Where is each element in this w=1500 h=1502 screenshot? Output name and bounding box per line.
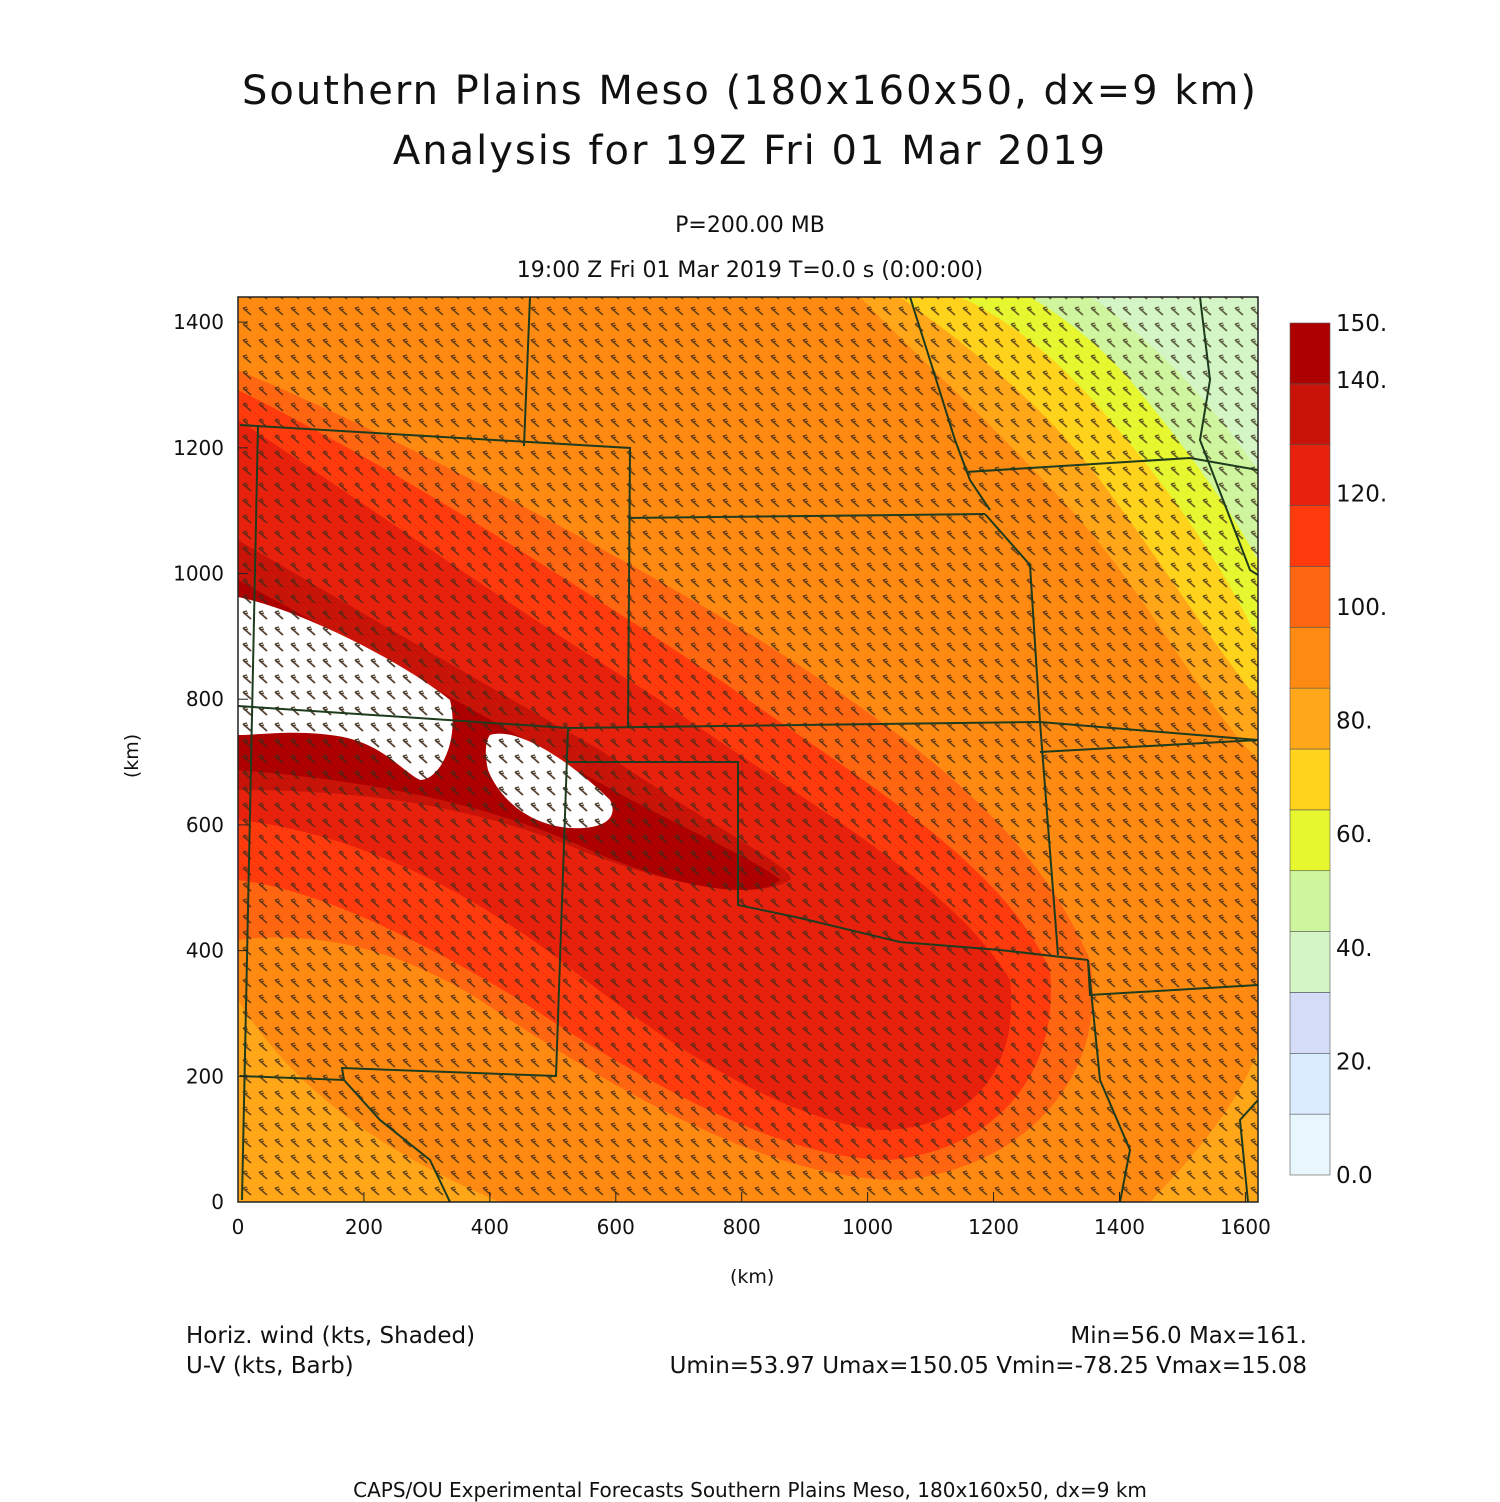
x-tick-label: 1200 — [968, 1215, 1019, 1239]
x-axis-ticks: 0 200 400 600 800 1000 1200 1400 1600 — [232, 1192, 1271, 1239]
colorbar-swatch — [1289, 687, 1331, 750]
x-tick-label: 400 — [471, 1215, 509, 1239]
x-tick-label: 200 — [345, 1215, 383, 1239]
colorbar-swatch — [1289, 626, 1331, 689]
x-tick-label: 1400 — [1094, 1215, 1145, 1239]
colorbar-label: 20. — [1336, 1049, 1373, 1075]
colorbar-swatch — [1289, 931, 1331, 993]
colorbar-label: 60. — [1336, 822, 1373, 848]
colorbar-swatch — [1289, 566, 1331, 628]
colorbar-swatch — [1289, 322, 1331, 385]
y-tick-label: 1400 — [173, 310, 224, 334]
x-axis-unit: (km) — [730, 1266, 775, 1288]
y-axis-unit: (km) — [121, 733, 144, 779]
x-tick-label: 1000 — [842, 1215, 893, 1239]
legend-barb: U-V (kts, Barb) — [186, 1353, 354, 1379]
y-axis-ticks: 0 200 400 600 800 1000 1200 1400 — [173, 310, 248, 1214]
pressure-level-label: P=200.00 MB — [675, 213, 825, 238]
legend-shaded: Horiz. wind (kts, Shaded) — [186, 1323, 476, 1349]
stats-minmax: Min=56.0 Max=161. — [1070, 1323, 1307, 1349]
y-tick-label: 400 — [186, 939, 224, 963]
colorbar-swatch — [1289, 748, 1331, 811]
stats-uv: Umin=53.97 Umax=150.05 Vmin=-78.25 Vmax=… — [669, 1353, 1307, 1379]
wind-speed-shading — [238, 297, 1258, 1202]
colorbar-swatch — [1289, 809, 1331, 872]
colorbar-swatch — [1289, 383, 1331, 446]
colorbar-swatch — [1289, 870, 1331, 932]
colorbar-label: 0.0 — [1336, 1163, 1373, 1189]
y-tick-label: 800 — [186, 687, 224, 711]
colorbar-label: 150. — [1336, 311, 1387, 337]
y-tick-label: 0 — [211, 1190, 224, 1214]
colorbar-label: 80. — [1336, 709, 1373, 735]
colorbar-swatch — [1289, 992, 1331, 1054]
map-frame — [237, 296, 1259, 1203]
colorbar-swatch — [1289, 1113, 1331, 1176]
colorbar-label: 100. — [1336, 595, 1387, 621]
x-tick-label: 0 — [232, 1215, 245, 1239]
valid-time-label: 19:00 Z Fri 01 Mar 2019 T=0.0 s (0:00:00… — [516, 258, 984, 283]
x-tick-label: 800 — [723, 1215, 761, 1239]
colorbar-swatch — [1289, 1052, 1331, 1115]
x-tick-label: 1600 — [1220, 1215, 1271, 1239]
y-tick-label: 1000 — [173, 562, 224, 586]
y-tick-label: 600 — [186, 813, 224, 837]
x-tick-label: 600 — [597, 1215, 635, 1239]
colorbar-label: 120. — [1336, 481, 1387, 507]
colorbar-swatch — [1289, 444, 1331, 506]
colorbar-swatch — [1289, 505, 1331, 567]
colorbar-label: 140. — [1336, 368, 1387, 394]
y-tick-label: 200 — [186, 1064, 224, 1088]
plot-title-line2: Analysis for 19Z Fri 01 Mar 2019 — [392, 128, 1108, 174]
y-tick-label: 1200 — [173, 436, 224, 460]
colorbar-label: 40. — [1336, 936, 1373, 962]
plot-title-line1: Southern Plains Meso (180x160x50, dx=9 k… — [241, 68, 1259, 114]
footer-credit: CAPS/OU Experimental Forecasts Southern … — [353, 1478, 1147, 1502]
colorbar: 0.0 20. 40. 60. 80. 100. 120. 140. 150. — [1289, 311, 1387, 1189]
